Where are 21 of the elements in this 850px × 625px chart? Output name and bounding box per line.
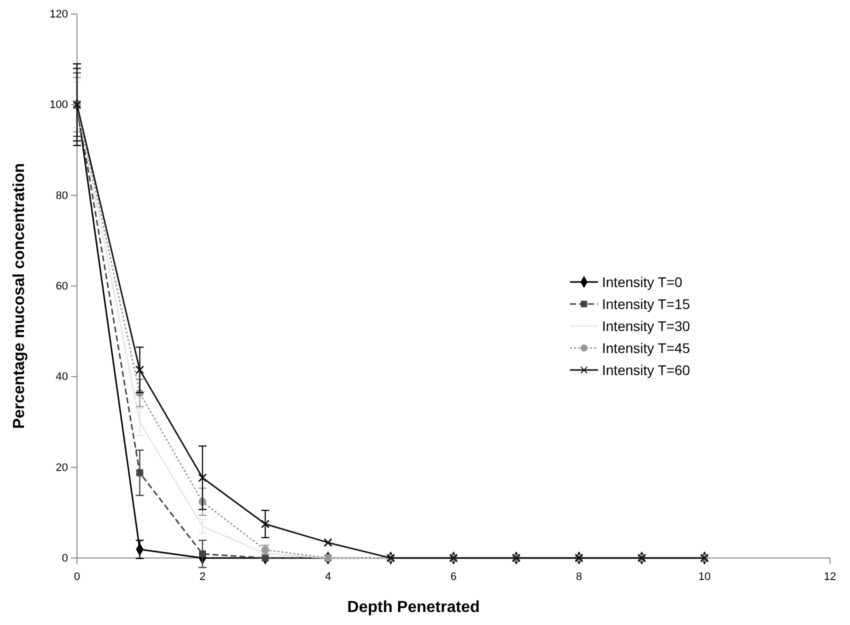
y-axis-title: Percentage mucosal concentration <box>11 163 28 429</box>
y-tick-label: 0 <box>62 552 68 565</box>
x-tick-label: 6 <box>450 571 457 584</box>
x-tick-label: 12 <box>824 571 836 584</box>
legend-label: Intensity T=45 <box>602 340 690 356</box>
legend-label: Intensity T=0 <box>602 274 682 290</box>
x-axis-title: Depth Penetrated <box>347 599 480 616</box>
x-tick-label: 10 <box>698 571 711 584</box>
x-tick-label: 0 <box>74 571 80 584</box>
x-tick-label: 4 <box>324 571 332 584</box>
y-tick-label: 120 <box>50 8 68 21</box>
y-tick-label: 80 <box>56 190 68 202</box>
y-tick-label: 100 <box>50 99 68 112</box>
y-tick-label: 60 <box>56 280 68 293</box>
y-tick-label: 40 <box>56 371 68 384</box>
legend-label: Intensity T=15 <box>602 296 690 312</box>
legend-label: Intensity T=60 <box>602 362 690 378</box>
x-tick-label: 8 <box>576 571 582 584</box>
x-tick-label: 2 <box>199 571 206 584</box>
legend-label: Intensity T=30 <box>602 318 690 334</box>
y-tick-label: 20 <box>56 462 68 474</box>
